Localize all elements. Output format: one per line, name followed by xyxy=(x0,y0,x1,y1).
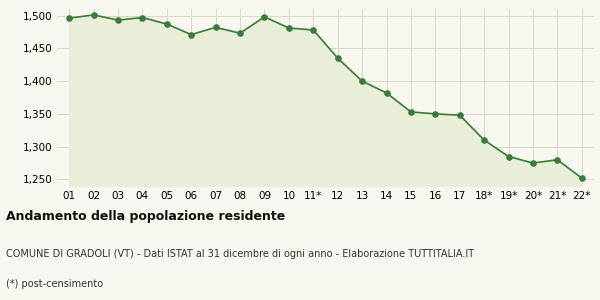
Point xyxy=(162,22,172,26)
Point xyxy=(431,112,440,116)
Point xyxy=(137,15,147,20)
Point xyxy=(455,113,464,118)
Point xyxy=(358,79,367,83)
Point xyxy=(528,161,538,166)
Point xyxy=(235,31,245,36)
Point xyxy=(211,25,220,30)
Point xyxy=(553,158,562,162)
Point xyxy=(113,18,123,22)
Point xyxy=(64,16,74,21)
Point xyxy=(284,26,293,30)
Text: (*) post-censimento: (*) post-censimento xyxy=(6,279,103,289)
Point xyxy=(308,28,318,32)
Point xyxy=(382,91,391,95)
Point xyxy=(333,56,343,61)
Point xyxy=(504,154,514,159)
Point xyxy=(187,32,196,37)
Point xyxy=(479,138,489,142)
Point xyxy=(406,110,416,114)
Text: COMUNE DI GRADOLI (VT) - Dati ISTAT al 31 dicembre di ogni anno - Elaborazione T: COMUNE DI GRADOLI (VT) - Dati ISTAT al 3… xyxy=(6,249,474,259)
Point xyxy=(89,13,98,17)
Point xyxy=(260,14,269,19)
Text: Andamento della popolazione residente: Andamento della popolazione residente xyxy=(6,210,285,223)
Point xyxy=(577,176,587,181)
